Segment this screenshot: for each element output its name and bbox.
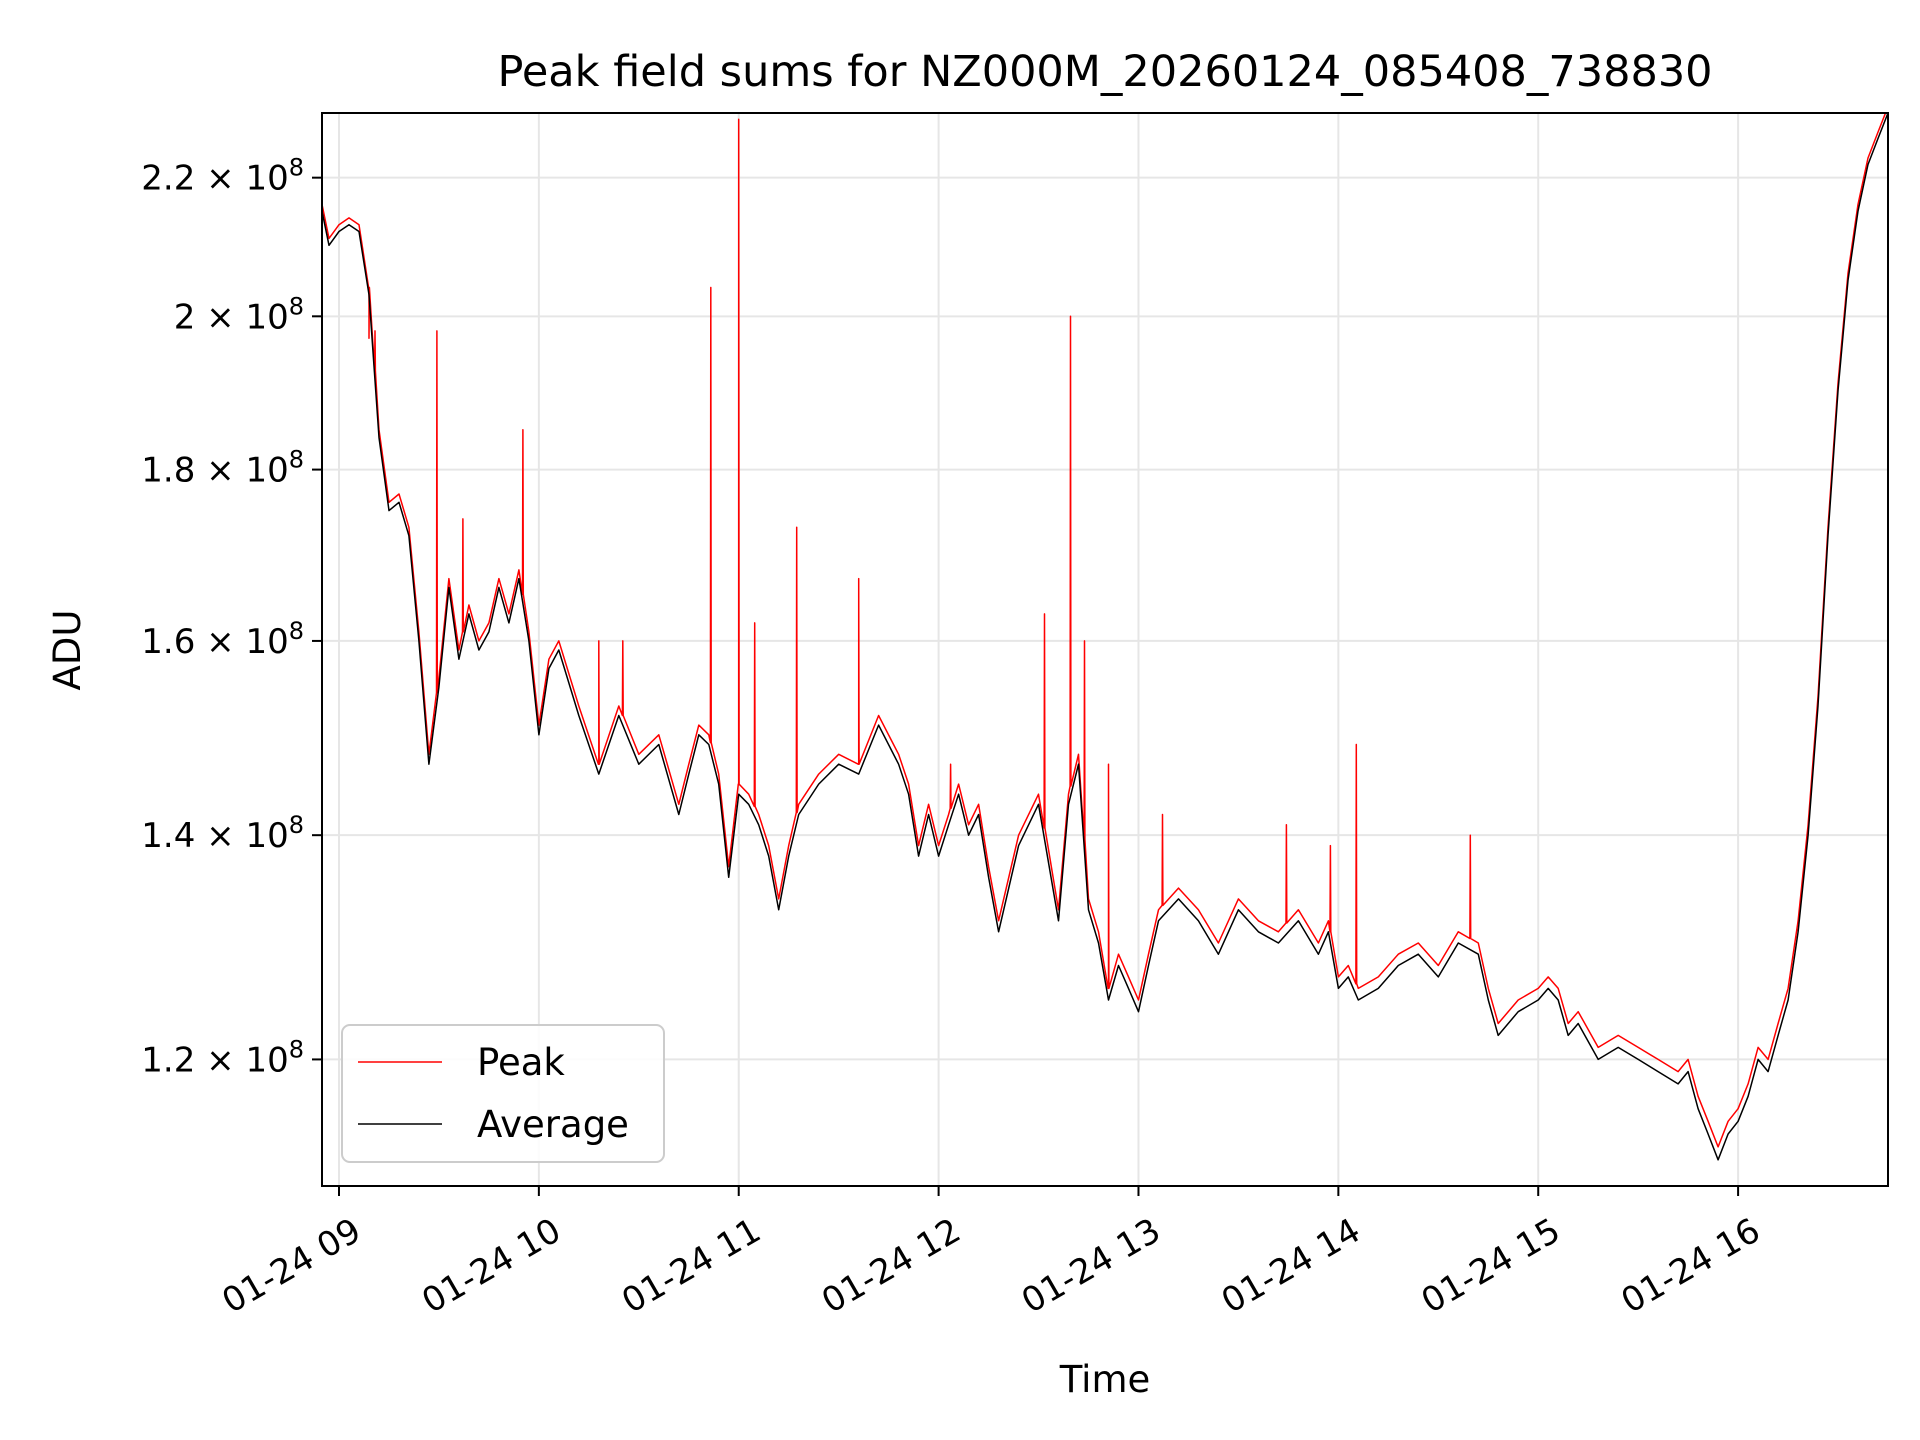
y-tick-label: 1.4 × 108 — [141, 811, 304, 856]
series-line-average — [322, 113, 1888, 1161]
y-tick-exponent: 8 — [289, 617, 304, 645]
series-layer — [322, 113, 1888, 1161]
legend-frame — [341, 1024, 665, 1163]
y-tick-mantissa: 2 — [174, 297, 196, 337]
y-tick-label: 2 × 108 — [174, 292, 304, 337]
y-tick-exponent: 8 — [289, 292, 304, 320]
grid-lines — [322, 113, 1888, 1186]
y-tick-mantissa: 2.2 — [141, 159, 195, 199]
y-tick-mantissa: 1.2 — [141, 1040, 195, 1080]
plot-area-frame — [321, 112, 1889, 1187]
y-tick-exponent: 8 — [289, 154, 304, 182]
y-tick-label: 1.8 × 108 — [141, 446, 304, 491]
y-tick-exponent: 8 — [289, 811, 304, 839]
y-tick-label: 2.2 × 108 — [141, 154, 304, 199]
legend-peak-label: Peak — [477, 1041, 565, 1084]
chart-title: Peak field sums for NZ000M_20260124_0854… — [497, 47, 1712, 97]
y-tick-exponent: 8 — [289, 446, 304, 474]
x-axis-label: Time — [1059, 1358, 1151, 1401]
y-axis-ticks: 1.2 × 108 1.4 × 108 1.6 × 108 1.8 × 108 2 × … — [141, 154, 322, 1080]
legend-average-label: Average — [477, 1103, 629, 1146]
legend: Peak Average — [341, 1024, 665, 1163]
y-tick-label: 1.2 × 108 — [141, 1035, 304, 1080]
y-tick-mantissa: 1.8 — [141, 451, 195, 491]
y-tick-mantissa: 1.6 — [141, 622, 195, 662]
y-tick-label: 1.6 × 108 — [141, 617, 304, 662]
series-line-peak — [322, 113, 1887, 1148]
y-axis-label: ADU — [46, 610, 89, 691]
y-tick-exponent: 8 — [289, 1035, 304, 1063]
y-tick-mantissa: 1.4 — [141, 816, 195, 856]
